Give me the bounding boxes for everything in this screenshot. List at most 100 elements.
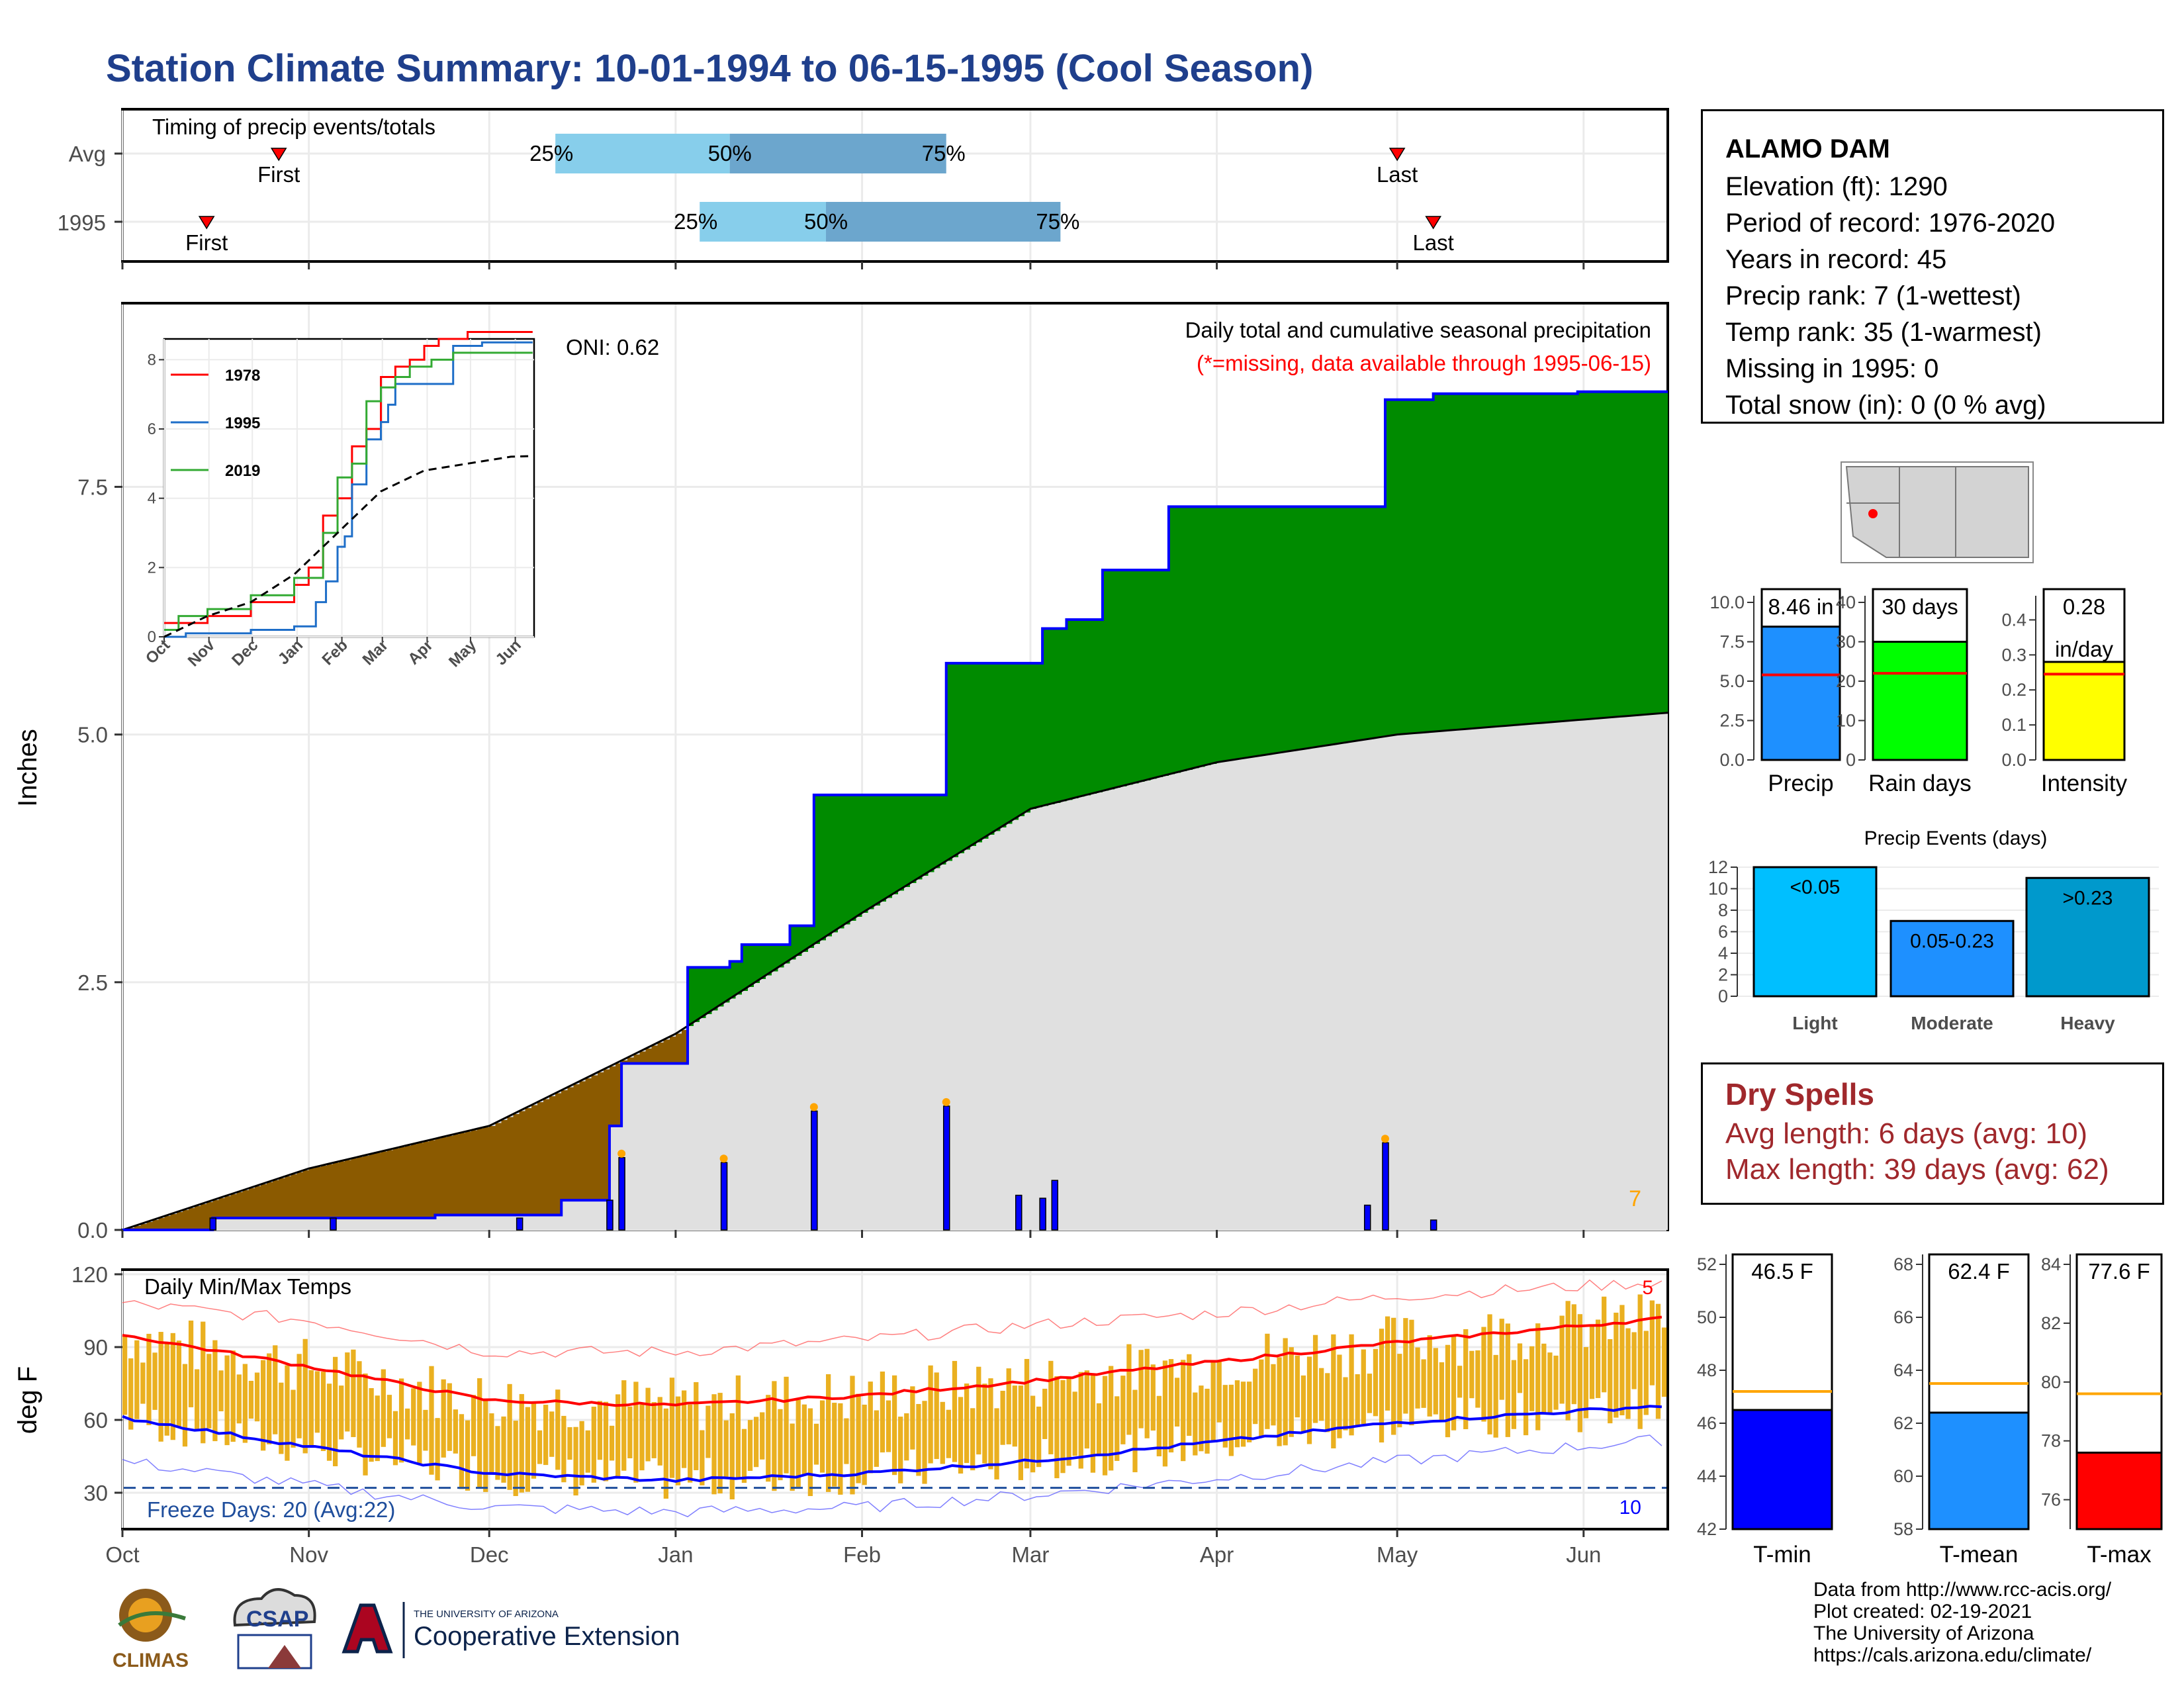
daily-temp-range-bar <box>579 1421 584 1485</box>
daily-temp-range-bar <box>790 1423 795 1491</box>
daily-temp-range-bar <box>1349 1334 1354 1436</box>
first-marker <box>198 216 215 230</box>
daily-temp-range-bar <box>1295 1355 1300 1418</box>
daily-temp-range-bar <box>1078 1372 1083 1469</box>
daily-temp-range-bar <box>1228 1384 1234 1456</box>
daily-temp-range-bar <box>1024 1358 1030 1469</box>
daily-temp-range-bar <box>1234 1380 1240 1448</box>
daily-temp-range-bar <box>381 1369 386 1447</box>
daily-temp-range-bar <box>1661 1327 1667 1397</box>
daily-temp-range-bar <box>549 1411 555 1457</box>
average-cumulative-area <box>122 712 1668 1230</box>
summary-ytick-label: 10 <box>1836 711 1856 731</box>
daily-temp-range-bar <box>1012 1385 1017 1447</box>
daily-temp-range-bar <box>1325 1373 1330 1432</box>
tsum-category-label: T-mean <box>1940 1542 2019 1568</box>
daily-temp-range-bar <box>1150 1364 1156 1431</box>
daily-temp-range-bar <box>555 1389 561 1470</box>
tsum-ytick-label: 60 <box>1893 1466 1913 1486</box>
daily-temp-range-bar <box>1006 1368 1011 1444</box>
daily-temp-range-bar <box>627 1406 633 1459</box>
daily-temp-range-bar <box>1523 1359 1529 1436</box>
event-bar <box>2025 876 2150 998</box>
dry-spells-box: Dry Spells Avg length: 6 days (avg: 10) … <box>1701 1062 2164 1205</box>
daily-temp-range-bar <box>700 1430 705 1485</box>
daily-temp-range-bar <box>459 1414 465 1489</box>
daily-temp-range-bar <box>1115 1396 1120 1461</box>
daily-temp-range-bar <box>1397 1354 1402 1428</box>
daily-temp-range-bar <box>916 1403 921 1476</box>
daily-temp-range-bar <box>363 1373 368 1476</box>
daily-temp-range-bar <box>128 1358 134 1430</box>
summary-bar <box>1760 626 1841 761</box>
daily-temp-range-bar <box>1343 1377 1348 1430</box>
daily-temp-range-bar <box>1559 1315 1565 1404</box>
daily-precip-bar <box>1015 1194 1023 1231</box>
daily-temp-range-bar <box>134 1340 140 1419</box>
summary-bar <box>1872 641 1968 761</box>
first-label: First <box>257 162 300 187</box>
timing-p50-label: 50% <box>708 141 752 165</box>
daily-temp-range-bar <box>230 1350 236 1442</box>
daily-temp-range-bar <box>417 1382 422 1464</box>
daily-temp-range-bar <box>597 1401 603 1460</box>
daily-precip-bar <box>516 1217 523 1231</box>
daily-temp-range-bar <box>952 1360 958 1462</box>
inset-line-2019 <box>164 352 533 632</box>
station-line: Years in record: 45 <box>1725 245 1947 274</box>
daily-temp-range-bar <box>1289 1347 1294 1437</box>
daily-temp-range-bar <box>212 1340 218 1442</box>
daily-temp-range-bar <box>735 1375 741 1478</box>
daily-temp-range-bar <box>1102 1376 1108 1476</box>
daily-temp-range-bar <box>170 1333 175 1440</box>
climas-logo: CLIMAS <box>113 1589 189 1671</box>
daily-temp-range-bar <box>1199 1385 1204 1452</box>
daily-temp-range-bar <box>1625 1328 1631 1419</box>
tsum-ytick-label: 68 <box>1893 1254 1913 1274</box>
tsum-ytick-label: 42 <box>1697 1519 1717 1539</box>
daily-temp-range-bar <box>898 1417 903 1483</box>
daily-temp-range-bar <box>279 1382 284 1454</box>
daily-temp-range-bar <box>1511 1360 1517 1429</box>
dry-spells-title: Dry Spells <box>1725 1077 1874 1111</box>
daily-temp-range-bar <box>387 1395 392 1438</box>
daily-temp-range-bar <box>1066 1378 1071 1466</box>
daily-temp-range-bar <box>723 1420 729 1477</box>
timing-label: Timing of precip events/totals <box>152 115 435 139</box>
daily-temp-range-bar <box>1595 1319 1601 1398</box>
daily-temp-range-bar <box>741 1429 747 1483</box>
inset-ytick-label: 8 <box>148 351 156 369</box>
daily-temp-range-bar <box>242 1364 248 1443</box>
daily-temp-range-bar <box>477 1378 482 1487</box>
daily-temp-range-bar <box>507 1383 512 1490</box>
daily-temp-range-bar <box>766 1395 771 1482</box>
daily-precip-bar <box>1382 1142 1389 1231</box>
daily-temp-range-bar <box>1331 1334 1336 1449</box>
daily-temp-range-bar <box>1240 1382 1246 1447</box>
daily-temp-range-bar <box>675 1396 681 1485</box>
temp-xtick-label: Jun <box>1566 1542 1601 1567</box>
station-line: Precip rank: 7 (1-wettest) <box>1725 281 2021 310</box>
daily-temp-range-bar <box>1505 1323 1510 1437</box>
tsum-ytick-label: 50 <box>1697 1307 1717 1327</box>
daily-temp-range-bar <box>1553 1355 1559 1410</box>
cumulative-precip-line <box>122 390 1668 1231</box>
daily-temp-range-bar <box>1493 1354 1498 1438</box>
daily-temp-range-bar <box>1126 1344 1132 1435</box>
precip-surplus-area <box>688 391 1668 1026</box>
precip-ytick-label: 0.0 <box>77 1218 108 1243</box>
daily-temp-range-bar <box>152 1352 158 1410</box>
daily-temp-range-bar <box>1463 1329 1469 1430</box>
summary-ytick-label: 5.0 <box>1719 671 1745 691</box>
daily-temp-range-bar <box>1138 1350 1144 1429</box>
daily-temp-range-bar <box>862 1404 867 1485</box>
daily-temp-range-bar <box>296 1354 302 1438</box>
summary-ytick-label: 0.4 <box>2001 610 2026 630</box>
oni-label: ONI: 0.62 <box>566 335 659 359</box>
daily-temp-range-bar <box>1614 1313 1619 1418</box>
daily-temp-range-bar <box>1162 1360 1168 1467</box>
daily-temp-range-bar <box>465 1420 471 1491</box>
daily-temp-range-bar <box>369 1387 374 1462</box>
station-line: Missing in 1995: 0 <box>1725 354 1939 383</box>
daily-temp-range-bar <box>1187 1354 1192 1436</box>
